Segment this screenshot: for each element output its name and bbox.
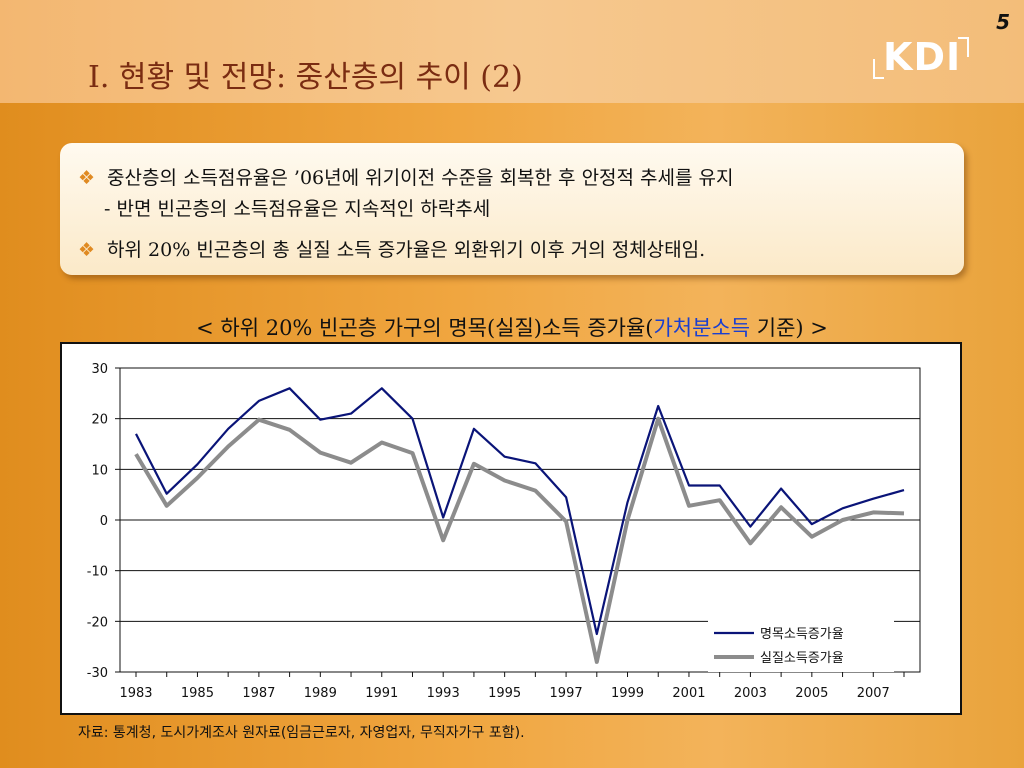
header-band [0, 0, 1024, 103]
y-tick-label: -20 [87, 615, 108, 630]
bullet-item-1: ❖ 중산층의 소득점유율은 ’06년에 위기이전 수준을 회복한 후 안정적 추세… [78, 163, 734, 190]
x-tick-label: 2001 [672, 686, 705, 701]
legend-label: 실질소득증가율 [760, 651, 844, 666]
bullet-subitem-1: - 반면 빈곤층의 소득점유율은 지속적인 하락추세 [104, 198, 491, 220]
y-tick-label: 20 [91, 413, 108, 428]
y-tick-label: -10 [87, 565, 108, 580]
x-tick-label: 1997 [550, 686, 583, 701]
bullet-text: 하위 20% 빈곤층의 총 실질 소득 증가율은 외환위기 이후 거의 정체상태… [107, 239, 706, 261]
series-line-nominal [135, 387, 905, 636]
chart-title-after: 기준) > [750, 316, 828, 340]
x-tick-label: 1989 [304, 686, 337, 701]
summary-box: ❖ 중산층의 소득점유율은 ’06년에 위기이전 수준을 회복한 후 안정적 추세… [60, 143, 964, 275]
slide-title: I. 현황 및 전망: 중산층의 추이 (2) [88, 60, 523, 95]
diamond-bullet-icon: ❖ [78, 239, 96, 261]
y-tick-label: 0 [100, 514, 108, 529]
x-tick-label: 1999 [611, 686, 644, 701]
x-tick-label: 1993 [427, 686, 460, 701]
bullet-text: 중산층의 소득점유율은 ’06년에 위기이전 수준을 회복한 후 안정적 추세를… [107, 167, 734, 189]
x-tick-label: 2003 [734, 686, 767, 701]
x-tick-label: 2005 [795, 686, 828, 701]
y-tick-label: 10 [91, 463, 108, 478]
logo-text: KDI [883, 35, 962, 79]
chart-frame: 30 20 10 0 -10 -20 -30 1983 1985 1987 1989 1991 199… [60, 342, 962, 715]
diamond-bullet-icon: ❖ [78, 167, 96, 189]
bullet-item-2: ❖ 하위 20% 빈곤층의 총 실질 소득 증가율은 외환위기 이후 거의 정체상… [78, 235, 705, 262]
chart-title-highlight: 가처분소득 [653, 316, 751, 340]
chart-title-before: < 하위 20% 빈곤층 가구의 명목(실질)소득 증가율( [196, 316, 654, 340]
series-line-real [134, 416, 905, 664]
x-tick-label: 1995 [488, 686, 521, 701]
x-tick-label: 1987 [242, 686, 275, 701]
x-tick-label: 1983 [119, 686, 152, 701]
page-number: 5 [996, 10, 1010, 34]
chart-title: < 하위 20% 빈곤층 가구의 명목(실질)소득 증가율(가처분소득 기준) … [0, 312, 1024, 342]
kdi-logo: KDI [873, 35, 969, 81]
y-tick-label: -30 [87, 666, 108, 681]
logo-bracket-left [873, 59, 884, 79]
legend-label: 명목소득증가율 [760, 627, 844, 642]
legend-box [708, 618, 894, 672]
x-tick-label: 1985 [181, 686, 214, 701]
logo-bracket-right [958, 37, 969, 57]
y-tick-label: 30 [91, 362, 108, 377]
line-chart: 30 20 10 0 -10 -20 -30 1983 1985 1987 1989 1991 199… [87, 362, 921, 701]
x-tick-label: 2007 [857, 686, 890, 701]
source-note: 자료: 통계청, 도시가계조사 원자료(임금근로자, 자영업자, 무직자가구 포… [78, 725, 525, 741]
x-tick-label: 1991 [365, 686, 398, 701]
